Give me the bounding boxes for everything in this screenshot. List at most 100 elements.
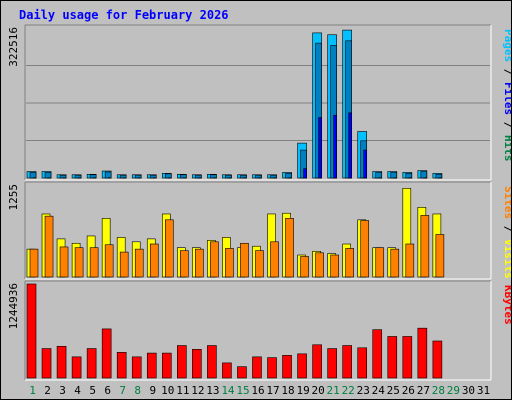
panel-visits-max-label: 1255 xyxy=(7,184,20,211)
bar-hits-files-24 xyxy=(375,172,383,179)
bar-kbytes-kbytes-8 xyxy=(131,356,142,379)
bar-hits-files-28 xyxy=(435,173,443,179)
bar-hits-pages-21 xyxy=(333,114,337,179)
x-tick-label: 5 xyxy=(89,384,96,397)
bar-kbytes-kbytes-5 xyxy=(86,348,97,379)
legend-hits-item-0: Pages xyxy=(502,29,511,62)
bar-visits-sites-25 xyxy=(390,248,400,278)
bar-hits-files-26 xyxy=(405,173,413,179)
bar-visits-sites-24 xyxy=(375,247,385,278)
x-tick-label: 7 xyxy=(119,384,126,397)
x-tick-label: 19 xyxy=(296,384,309,397)
bar-kbytes-kbytes-12 xyxy=(192,349,202,379)
x-tick-label: 28 xyxy=(432,384,445,397)
bar-kbytes-kbytes-21 xyxy=(327,348,337,379)
bar-hits-pages-19 xyxy=(303,168,307,179)
bar-visits-sites-12 xyxy=(195,248,204,278)
panel-kbytes-legend: KBytes xyxy=(502,285,511,325)
legend-hits-item-4: Hits xyxy=(502,135,511,162)
bar-kbytes-kbytes-7 xyxy=(116,352,127,379)
x-tick-label: 20 xyxy=(312,384,325,397)
chart-title: Daily usage for February 2026 xyxy=(19,8,229,22)
x-tick-label: 31 xyxy=(477,384,490,397)
bar-kbytes-kbytes-27 xyxy=(417,327,428,379)
bar-visits-sites-13 xyxy=(210,241,219,278)
x-tick-label: 21 xyxy=(327,384,340,397)
x-tick-label: 12 xyxy=(191,384,204,397)
panel-kbytes-max-label: 1244936 xyxy=(7,283,20,329)
bar-kbytes-kbytes-24 xyxy=(372,329,383,379)
x-tick-label: 25 xyxy=(387,384,400,397)
x-tick-label: 16 xyxy=(251,384,264,397)
bar-visits-sites-18 xyxy=(285,218,294,278)
bar-kbytes-kbytes-25 xyxy=(387,336,398,379)
legend-visits-item-0: Sites xyxy=(502,186,511,219)
bar-hits-files-6 xyxy=(104,171,112,179)
bar-visits-sites-22 xyxy=(345,248,354,278)
x-tick-label: 27 xyxy=(417,384,430,397)
bar-kbytes-kbytes-14 xyxy=(222,362,232,379)
panel-hits-legend: Pages / Files / Hits xyxy=(502,29,511,162)
bar-visits-sites-28 xyxy=(435,234,445,278)
bar-visits-sites-7 xyxy=(119,251,129,278)
bar-visits-sites-9 xyxy=(149,243,159,278)
legend-kbytes-item-0: KBytes xyxy=(502,285,511,325)
x-tick-label: 26 xyxy=(402,384,415,397)
bar-kbytes-kbytes-18 xyxy=(282,355,292,379)
x-tick-label: 11 xyxy=(176,384,189,397)
bar-kbytes-kbytes-17 xyxy=(267,357,277,379)
x-tick-label: 6 xyxy=(104,384,111,397)
bar-visits-sites-15 xyxy=(240,242,249,278)
bar-hits-pages-20 xyxy=(318,117,322,179)
bar-hits-files-25 xyxy=(390,172,398,179)
bar-kbytes-kbytes-10 xyxy=(161,352,172,379)
x-tick-label: 9 xyxy=(149,384,156,397)
bar-kbytes-kbytes-11 xyxy=(177,345,187,379)
bar-visits-sites-11 xyxy=(180,250,189,278)
bar-kbytes-kbytes-28 xyxy=(432,340,443,379)
bar-kbytes-kbytes-13 xyxy=(207,345,217,379)
x-tick-label: 17 xyxy=(266,384,279,397)
bar-hits-pages-23 xyxy=(363,149,368,179)
x-tick-label: 10 xyxy=(161,384,174,397)
bar-visits-sites-23 xyxy=(360,220,370,278)
bar-hits-files-1 xyxy=(29,172,37,179)
bar-visits-sites-5 xyxy=(89,247,99,278)
bar-hits-files-10 xyxy=(164,173,172,179)
x-tick-label: 2 xyxy=(44,384,51,397)
bar-kbytes-kbytes-15 xyxy=(237,366,247,379)
bar-kbytes-kbytes-2 xyxy=(41,348,52,379)
bar-hits-files-27 xyxy=(420,171,428,179)
bar-visits-sites-17 xyxy=(270,241,279,278)
bar-kbytes-kbytes-3 xyxy=(56,345,67,379)
bar-kbytes-kbytes-26 xyxy=(402,336,413,379)
legend-hits-item-2: Files xyxy=(502,82,511,115)
x-tick-label: 18 xyxy=(281,384,294,397)
legend-visits-item-2: Visits xyxy=(502,239,511,279)
bar-kbytes-kbytes-19 xyxy=(297,353,307,379)
bar-visits-sites-19 xyxy=(300,256,309,278)
bar-visits-sites-1 xyxy=(29,248,39,278)
bar-visits-sites-4 xyxy=(74,247,84,278)
bar-kbytes-kbytes-4 xyxy=(71,356,82,379)
bar-kbytes-kbytes-16 xyxy=(252,356,262,379)
bar-visits-sites-27 xyxy=(420,215,430,278)
bar-visits-sites-21 xyxy=(330,254,339,278)
x-tick-label: 14 xyxy=(221,384,235,397)
x-tick-label: 22 xyxy=(342,384,355,397)
bar-visits-sites-2 xyxy=(44,215,54,278)
x-tick-label: 13 xyxy=(206,384,219,397)
x-tick-label: 24 xyxy=(372,384,386,397)
bar-visits-sites-10 xyxy=(164,219,174,278)
bar-visits-sites-20 xyxy=(315,252,324,278)
bar-kbytes-kbytes-20 xyxy=(312,344,322,379)
panel-hits-max-label: 322516 xyxy=(7,27,20,67)
bar-visits-sites-3 xyxy=(59,246,69,278)
bar-visits-sites-16 xyxy=(255,250,264,278)
bar-kbytes-kbytes-6 xyxy=(101,328,112,379)
bar-visits-sites-8 xyxy=(134,248,144,278)
x-tick-label: 3 xyxy=(59,384,66,397)
panel-visits-legend: Sites / Visits xyxy=(502,186,511,279)
bar-visits-sites-26 xyxy=(405,243,415,278)
